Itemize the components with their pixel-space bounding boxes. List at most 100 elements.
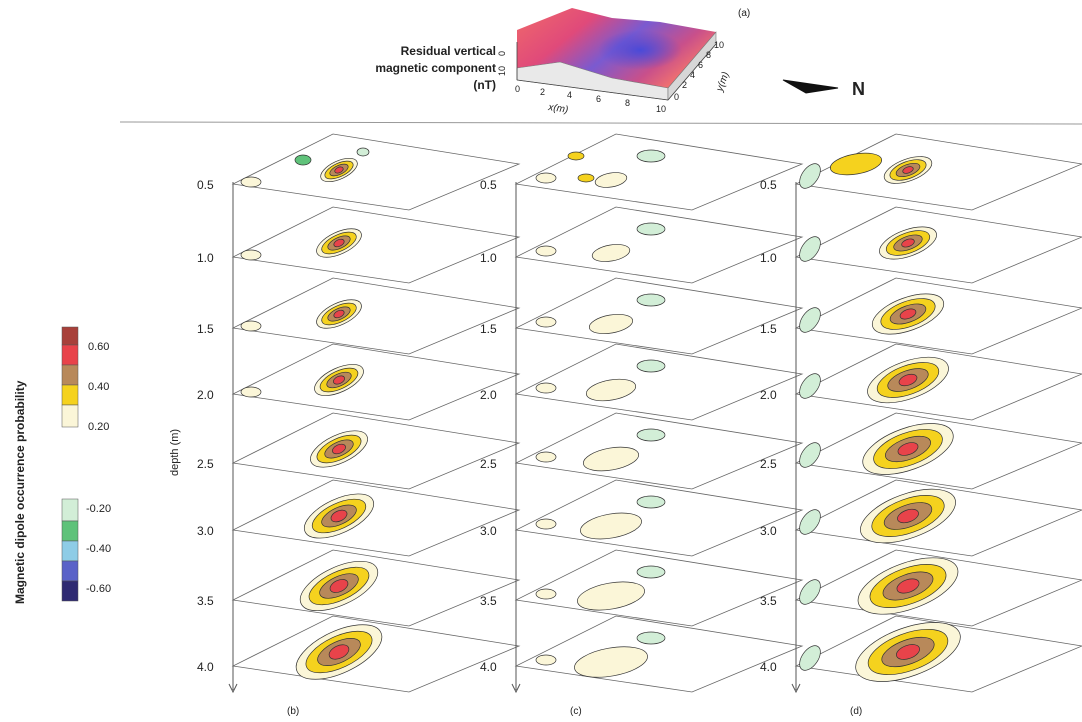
slice: 2.0 (480, 343, 804, 421)
negative-anomaly (799, 307, 821, 333)
slice: 1.5 (197, 277, 521, 355)
panel-label-a: (a) (738, 8, 750, 19)
surface-tick-y-1: 2 (682, 80, 687, 90)
slice: 2.5 (197, 412, 521, 490)
depth-tick-label: 2.0 (197, 388, 214, 402)
surface-plot-a: 0 2 4 6 8 10 x(m) 0 2 4 6 8 10 y(m) 0 10… (497, 8, 750, 116)
weak-anomaly (591, 244, 631, 262)
north-arrow: N (782, 79, 865, 99)
slice: 1.5 (480, 277, 804, 355)
negative-anomaly (636, 293, 666, 307)
weak-anomaly (588, 313, 634, 335)
anomaly-contour-high (902, 166, 914, 174)
depth-tick-label: 3.5 (760, 594, 777, 608)
negative-anomaly (799, 163, 821, 189)
slice-plane (514, 343, 804, 421)
legend-swatch-neg-1 (61, 520, 79, 542)
anomaly-contour-high (333, 238, 345, 248)
anomaly-contour-high (332, 443, 346, 455)
negative-anomaly (636, 631, 666, 645)
slice: 1.0 (197, 206, 521, 284)
depth-tick-label: 0.5 (760, 178, 777, 192)
weak-anomaly (585, 378, 637, 402)
anomaly-contour-low (829, 152, 883, 176)
anomaly-contour-high (897, 442, 919, 456)
slice: 1.0 (480, 206, 804, 284)
header-divider (119, 121, 1082, 125)
header-title-line-2: magnetic component (375, 61, 496, 75)
slice-plane (231, 206, 521, 284)
weak-anomaly (535, 316, 557, 328)
negative-anomaly (636, 149, 666, 163)
negative-anomaly (799, 645, 821, 671)
weak-anomaly (567, 151, 585, 161)
depth-tick-label: 1.5 (760, 322, 777, 336)
minor-anomaly (240, 386, 262, 398)
slice-plane (231, 343, 521, 421)
depth-axis-arrow-icon (228, 683, 238, 694)
slice-panels: 0.5 1.0 1.5 2.0 2.5 3.0 3.5 4.0 (b) 0.5 1.0 1.5 2.0 2… (197, 133, 1082, 717)
surface-tick-x-2: 4 (567, 90, 572, 100)
anomaly-contour-high (896, 578, 920, 594)
anomaly-contour-high (334, 166, 344, 174)
negative-anomaly (636, 428, 666, 442)
slice: 2.0 (197, 343, 521, 421)
slice-panel-d: 0.5 1.0 1.5 2.0 2.5 3.0 3.5 4.0 (d) (760, 133, 1082, 717)
slice: 4.0 (480, 615, 804, 693)
depth-tick-label: 4.0 (760, 660, 777, 674)
legend-value-0: 0.60 (88, 341, 109, 353)
depth-tick-label: 3.0 (197, 524, 214, 538)
slice-plane (794, 277, 1082, 355)
slice: 4.0 (760, 615, 1082, 693)
depth-tick-label: 2.5 (197, 457, 214, 471)
north-arrow-icon (782, 79, 839, 94)
slice: 0.5 (480, 133, 804, 211)
depth-axis-arrow-icon (511, 683, 521, 694)
legend-value-2: 0.20 (88, 421, 109, 433)
negative-anomaly (799, 373, 821, 399)
slice: 3.5 (197, 549, 521, 627)
depth-tick-label: 3.5 (197, 594, 214, 608)
weak-anomaly (535, 451, 557, 463)
legend: Magnetic dipole occurrence probability 0… (13, 326, 111, 604)
slice-plane (514, 615, 804, 693)
surface-tick-x-1: 2 (540, 87, 545, 97)
slice: 1.0 (760, 206, 1082, 284)
surface-tick-y-2: 4 (690, 70, 695, 80)
header-title: Residual vertical magnetic component (nT… (375, 44, 496, 92)
negative-anomaly (356, 147, 370, 157)
slice-plane (231, 549, 521, 627)
depth-tick-label: 2.0 (760, 388, 777, 402)
negative-anomaly (636, 359, 666, 373)
surface-x-label: x(m) (547, 102, 569, 116)
depth-tick-label: 3.0 (760, 524, 777, 538)
legend-title: Magnetic dipole occurrence probability (13, 380, 27, 604)
slice-plane (514, 479, 804, 557)
legend-swatch-3 (61, 404, 79, 428)
panel-label: (b) (287, 706, 299, 717)
slice: 2.5 (760, 412, 1082, 490)
legend-value-1: 0.40 (88, 381, 109, 393)
slice: 3.0 (760, 479, 1082, 557)
weak-anomaly (583, 446, 639, 472)
anomaly-contour-high (330, 509, 348, 523)
anomaly-contour-high (329, 579, 349, 593)
legend-swatch-1 (61, 364, 79, 386)
slice-plane (231, 133, 521, 211)
legend-value-neg-1: -0.40 (86, 543, 111, 555)
depth-tick-label: 1.0 (197, 251, 214, 265)
legend-swatch-neg-3 (61, 560, 79, 582)
surface-tick-z-1: 10 (497, 66, 507, 76)
surface-x-axis (516, 79, 669, 101)
legend-value-neg-2: -0.60 (86, 583, 111, 595)
slice: 2.0 (760, 343, 1082, 421)
slice: 1.5 (760, 277, 1082, 355)
negative-anomaly (294, 154, 312, 166)
weak-anomaly (535, 245, 557, 257)
slice-panel-b: 0.5 1.0 1.5 2.0 2.5 3.0 3.5 4.0 (b) (197, 133, 521, 717)
slice: 3.0 (197, 479, 521, 557)
depth-tick-label: 3.0 (480, 524, 497, 538)
depth-tick-label: 4.0 (197, 660, 214, 674)
surface-low-region (598, 30, 682, 70)
negative-anomaly (636, 222, 666, 236)
